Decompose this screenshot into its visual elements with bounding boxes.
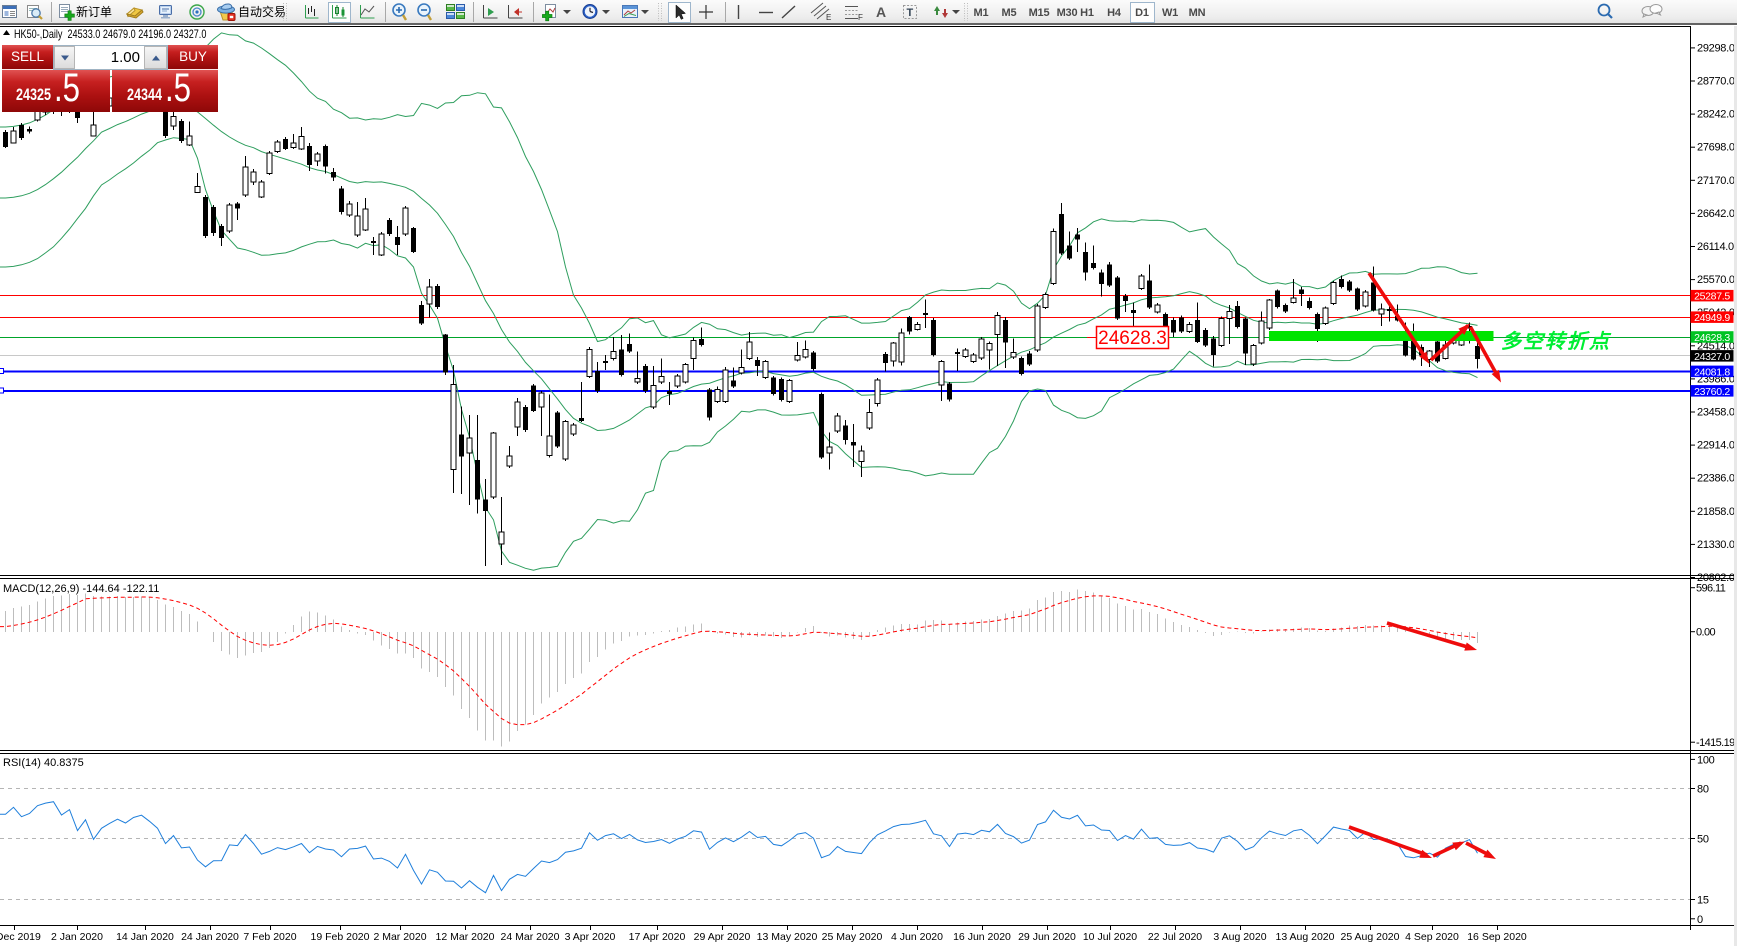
svg-text:24949.9: 24949.9	[1694, 312, 1730, 324]
svg-text:自动交易: 自动交易	[238, 4, 286, 19]
svg-text:RSI(14) 40.8375: RSI(14) 40.8375	[3, 757, 84, 769]
svg-text:4 Sep 2020: 4 Sep 2020	[1405, 931, 1459, 943]
svg-text:21858.0: 21858.0	[1697, 506, 1735, 518]
svg-text:M15: M15	[1029, 7, 1050, 19]
svg-text:16 Jun 2020: 16 Jun 2020	[953, 931, 1011, 943]
svg-text:13 Aug 2020: 13 Aug 2020	[1276, 931, 1335, 943]
svg-text:2 Mar 2020: 2 Mar 2020	[373, 931, 426, 943]
svg-text:50: 50	[1697, 834, 1709, 846]
svg-text:M30: M30	[1057, 7, 1078, 19]
svg-text:16 Sep 2020: 16 Sep 2020	[1467, 931, 1527, 943]
svg-text:HK50-,Daily 24533.0 24679.0 2: HK50-,Daily 24533.0 24679.0 24196.0 2432…	[14, 29, 207, 41]
svg-text:80: 80	[1697, 784, 1709, 796]
svg-text:-1415.19: -1415.19	[1696, 737, 1735, 749]
svg-text:24514.0: 24514.0	[1697, 340, 1735, 352]
svg-text:0.00: 0.00	[1696, 627, 1715, 639]
svg-text:23760.2: 23760.2	[1694, 386, 1730, 398]
svg-text:21330.0: 21330.0	[1697, 539, 1735, 551]
svg-text:25 May 2020: 25 May 2020	[822, 931, 883, 943]
svg-text:14 Jan 2020: 14 Jan 2020	[116, 931, 174, 943]
svg-text:H1: H1	[1080, 7, 1094, 19]
svg-text:3 Apr 2020: 3 Apr 2020	[565, 931, 616, 943]
svg-text:10 Jul 2020: 10 Jul 2020	[1083, 931, 1137, 943]
svg-text:20802.0: 20802.0	[1697, 572, 1735, 584]
svg-text:7 Feb 2020: 7 Feb 2020	[243, 931, 296, 943]
svg-text:23458.0: 23458.0	[1697, 407, 1735, 419]
svg-text:22 Jul 2020: 22 Jul 2020	[1148, 931, 1202, 943]
svg-text:2 Jan 2020: 2 Jan 2020	[51, 931, 103, 943]
svg-text:24 Mar 2020: 24 Mar 2020	[501, 931, 560, 943]
svg-text:E: E	[826, 13, 831, 22]
svg-text:24081.8: 24081.8	[1694, 366, 1730, 378]
svg-text:24628.3: 24628.3	[1694, 332, 1730, 344]
svg-text:25287.5: 25287.5	[1694, 291, 1730, 303]
svg-text:A: A	[876, 4, 886, 20]
svg-text:29 Jun 2020: 29 Jun 2020	[1018, 931, 1076, 943]
svg-text:M5: M5	[1002, 7, 1017, 19]
svg-text:T: T	[907, 7, 914, 19]
svg-text:22914.0: 22914.0	[1697, 440, 1735, 452]
svg-text:多空转折点: 多空转折点	[1501, 330, 1612, 353]
svg-text:24327.0: 24327.0	[1694, 351, 1730, 363]
svg-text:17 Apr 2020: 17 Apr 2020	[629, 931, 686, 943]
svg-text:26114.0: 26114.0	[1697, 241, 1734, 253]
svg-text:19 Feb 2020: 19 Feb 2020	[311, 931, 370, 943]
svg-text:H4: H4	[1107, 7, 1122, 19]
svg-text:13 May 2020: 13 May 2020	[757, 931, 818, 943]
svg-text:27698.0: 27698.0	[1697, 142, 1735, 154]
svg-text:3 Aug 2020: 3 Aug 2020	[1213, 931, 1266, 943]
svg-text:8 Dec 2019: 8 Dec 2019	[0, 931, 41, 943]
svg-text:F: F	[858, 13, 863, 22]
svg-text:26642.0: 26642.0	[1697, 208, 1735, 220]
svg-text:MACD(12,26,9) -144.64 -122.11: MACD(12,26,9) -144.64 -122.11	[3, 583, 159, 595]
svg-text:25570.0: 25570.0	[1697, 274, 1735, 286]
svg-text:100: 100	[1697, 754, 1715, 766]
svg-text:596.11: 596.11	[1696, 583, 1726, 595]
svg-text:28242.0: 28242.0	[1697, 109, 1735, 121]
svg-text:27170.0: 27170.0	[1697, 175, 1735, 187]
svg-text:MN: MN	[1189, 7, 1206, 19]
svg-text:15: 15	[1697, 895, 1709, 907]
svg-text:0: 0	[1697, 914, 1703, 926]
svg-text:新订单: 新订单	[76, 4, 112, 19]
svg-text:29 Apr 2020: 29 Apr 2020	[694, 931, 751, 943]
svg-text:4 Jun 2020: 4 Jun 2020	[891, 931, 943, 943]
svg-text:12 Mar 2020: 12 Mar 2020	[436, 931, 495, 943]
svg-text:28770.0: 28770.0	[1697, 76, 1735, 88]
svg-text:W1: W1	[1162, 7, 1178, 19]
svg-text:29298.0: 29298.0	[1697, 42, 1735, 54]
svg-text:D1: D1	[1135, 7, 1149, 19]
svg-text:22386.0: 22386.0	[1697, 473, 1735, 485]
svg-text:24 Jan 2020: 24 Jan 2020	[181, 931, 239, 943]
svg-text:25 Aug 2020: 25 Aug 2020	[1341, 931, 1400, 943]
svg-text:M1: M1	[974, 7, 989, 19]
svg-text:24628.3: 24628.3	[1098, 328, 1167, 349]
